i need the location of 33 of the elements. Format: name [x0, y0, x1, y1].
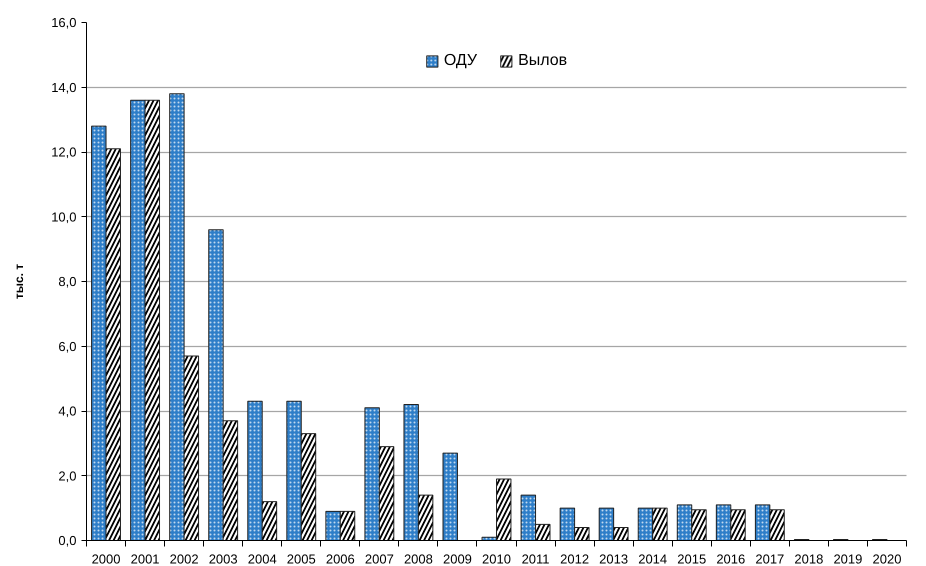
x-tick-label: 2002 — [170, 552, 199, 566]
x-tick-label: 2020 — [872, 552, 902, 566]
x-tick-label: 2003 — [208, 552, 238, 566]
legend-label: Вылов — [518, 52, 568, 70]
x-tick-label: 2019 — [833, 552, 862, 566]
x-tick-label: 2007 — [364, 552, 394, 566]
x-tick-label: 2015 — [677, 552, 706, 566]
y-tick-label: 14,0 — [51, 80, 77, 95]
y-tick-label: 4,0 — [58, 404, 77, 418]
x-tick-label: 2014 — [638, 552, 668, 566]
x-tick-label: 2016 — [716, 552, 746, 566]
legend-label: ОДУ — [444, 52, 478, 70]
x-tick-label: 2005 — [286, 552, 316, 566]
x-tick-label: 2018 — [794, 552, 824, 566]
x-tick-label: 2012 — [560, 552, 590, 566]
x-tick-label: 2011 — [522, 552, 550, 566]
y-tick-label: 10,0 — [51, 209, 77, 224]
x-tick-label: 2017 — [755, 552, 784, 566]
y-tick-label: 8,0 — [58, 274, 77, 289]
x-tick-label: 2010 — [482, 552, 511, 566]
x-tick-label: 2004 — [248, 552, 277, 566]
y-tick-label: 2,0 — [58, 468, 77, 484]
y-tick-label: 6,0 — [58, 338, 77, 354]
y-tick-label: 16,0 — [51, 15, 77, 30]
x-tick-label: 2009 — [442, 552, 472, 566]
y-axis-title: тыс. т — [12, 264, 26, 300]
x-tick-label: 2001 — [130, 552, 160, 566]
x-tick-label: 2008 — [404, 552, 433, 566]
x-tick-label: 2006 — [326, 552, 355, 566]
y-tick-label: 12,0 — [51, 144, 77, 160]
x-tick-label: 2000 — [92, 552, 120, 566]
y-tick-label: 0,0 — [58, 533, 77, 548]
x-tick-label: 2013 — [599, 552, 628, 566]
